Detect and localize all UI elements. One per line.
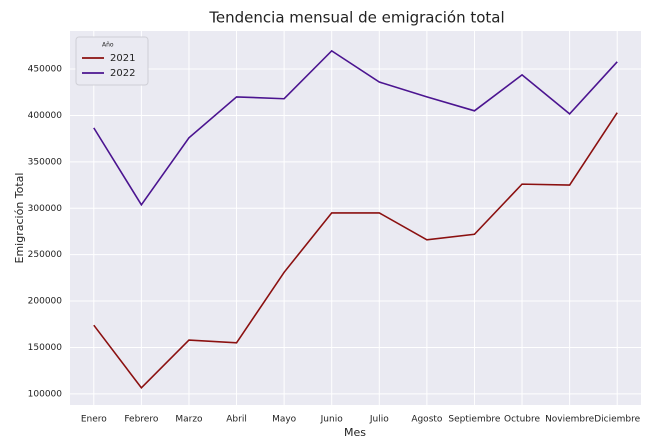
x-tick-label: Febrero <box>124 415 158 425</box>
legend: Año 2021 2022 <box>75 36 149 86</box>
x-tick-label: Noviembre <box>545 415 595 425</box>
x-tick-label: Octubre <box>504 415 540 425</box>
x-axis-label: Mes <box>344 426 366 439</box>
x-tick-label: Mayo <box>272 415 297 425</box>
data-line <box>93 49 618 207</box>
x-tick-label: Agosto <box>411 415 443 425</box>
y-tick-label: 300000 <box>28 204 63 214</box>
x-tick-label: Septiembre <box>448 415 501 425</box>
x-tick-label: Diciembre <box>594 415 640 425</box>
legend-label: 2021 <box>110 53 135 64</box>
legend-title: Año <box>102 42 114 49</box>
y-tick-label: 450000 <box>28 65 63 75</box>
chart-title: Tendencia mensual de emigración total <box>208 9 504 27</box>
legend-label: 2022 <box>110 68 135 79</box>
data-line <box>93 112 618 390</box>
x-tick-label: Enero <box>81 415 107 425</box>
y-tick-label: 150000 <box>28 343 63 353</box>
plot-area <box>70 31 641 405</box>
y-tick-label: 100000 <box>28 389 63 399</box>
y-tick-label: 250000 <box>28 250 63 260</box>
y-tick-label: 400000 <box>28 111 63 121</box>
x-tick-label: Marzo <box>175 415 203 425</box>
y-axis-label: Emigración Total <box>13 173 26 264</box>
x-tick-label: Abril <box>226 415 247 425</box>
x-tick-label: Junio <box>320 415 344 425</box>
y-tick-label: 350000 <box>28 157 63 167</box>
x-tick-label: Julio <box>369 415 389 425</box>
y-tick-label: 200000 <box>28 297 63 307</box>
